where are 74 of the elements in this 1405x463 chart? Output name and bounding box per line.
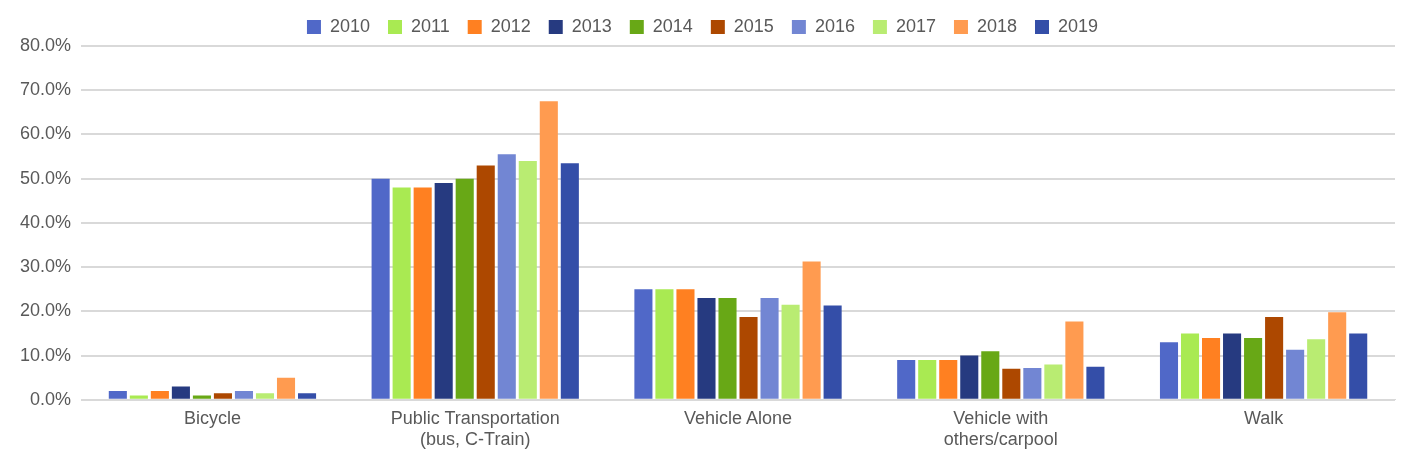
x-tick-label: Walk (1243, 407, 1285, 428)
bar (781, 304, 800, 399)
bar (1244, 337, 1263, 399)
bar (298, 393, 317, 399)
bar (518, 160, 537, 399)
legend-label: 2018 (976, 15, 1018, 36)
bar (108, 390, 127, 399)
y-tick-label: 0.0% (30, 388, 72, 409)
bar (1223, 333, 1242, 399)
bar (802, 261, 821, 399)
bar (918, 360, 937, 399)
bar (539, 101, 558, 399)
x-tick-label: Bicycle (183, 407, 241, 428)
legend-label: 2016 (814, 15, 855, 36)
bar (371, 178, 390, 399)
bar (455, 178, 474, 399)
legend-label: 2010 (329, 15, 370, 36)
bar (392, 187, 411, 399)
x-tick-label: Vehicle with others/carpool (943, 407, 1058, 450)
legend-label: 2012 (490, 15, 531, 36)
bar (1265, 317, 1284, 399)
bar (1023, 367, 1042, 399)
bar (1044, 364, 1063, 399)
bar (213, 393, 232, 399)
bar (981, 351, 1000, 399)
bar (1159, 342, 1179, 399)
bar (497, 154, 516, 399)
bar (739, 317, 758, 399)
bar (1065, 321, 1084, 399)
bar (897, 360, 916, 399)
y-tick-label: 50.0% (19, 167, 72, 188)
bar (960, 355, 979, 399)
bar (1086, 366, 1105, 399)
legend-label: 2013 (571, 15, 612, 36)
bar (276, 377, 296, 399)
bar (939, 360, 958, 399)
y-tick-label: 80.0% (19, 34, 72, 55)
bar (476, 165, 495, 399)
bar (1328, 312, 1347, 399)
bar (718, 298, 737, 399)
bar (413, 187, 432, 399)
bar (192, 395, 211, 399)
legend-label: 2015 (733, 15, 774, 36)
bar (676, 289, 695, 399)
legend-label: 2011 (411, 15, 450, 36)
bar (1180, 333, 1200, 399)
bar (1286, 349, 1305, 399)
y-tick-label: 20.0% (19, 300, 72, 321)
bar (234, 390, 254, 399)
bar (1307, 339, 1326, 399)
legend-label: 2014 (652, 15, 693, 36)
legend-label: 2017 (895, 15, 936, 36)
bar (823, 305, 842, 399)
y-tick-label: 60.0% (19, 123, 72, 144)
bar (1002, 368, 1021, 399)
y-tick-label: 70.0% (19, 79, 72, 100)
x-tick-label: Vehicle Alone (683, 407, 793, 428)
x-tick-label: Public Transportation (bus, C-Train) (390, 407, 560, 450)
y-tick-label: 40.0% (19, 211, 72, 232)
bar (655, 289, 674, 399)
bar (434, 183, 453, 399)
bar (1202, 337, 1221, 399)
bar (1349, 333, 1368, 399)
bar (760, 298, 779, 399)
bar (255, 393, 275, 399)
bar (129, 395, 148, 399)
bar (150, 390, 169, 399)
bar (697, 298, 716, 399)
bar (171, 386, 190, 399)
legend-label: 2019 (1058, 15, 1099, 36)
y-tick-label: 10.0% (19, 344, 72, 365)
bar (560, 163, 579, 399)
bar (634, 289, 653, 399)
y-tick-label: 30.0% (19, 256, 72, 277)
